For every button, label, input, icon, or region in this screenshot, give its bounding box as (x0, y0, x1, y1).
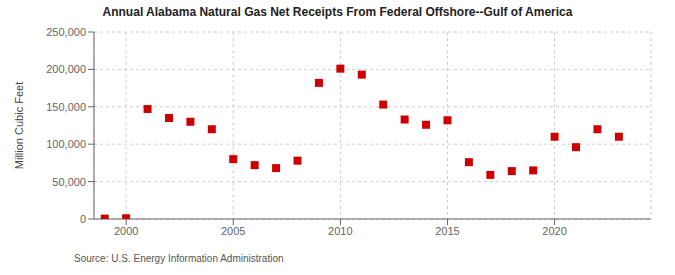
html-text:Annual Alabama Natural Gas Net: Annual Alabama Natural Gas Net Receipts … (102, 5, 573, 19)
svg-text:2020: 2020 (542, 225, 566, 237)
svg-text:2015: 2015 (435, 225, 459, 237)
svg-text:50,000: 50,000 (52, 176, 86, 188)
svg-text:250,000: 250,000 (46, 26, 86, 38)
svg-text:100,000: 100,000 (46, 138, 86, 150)
svg-text:Million Cubic Feet: Million Cubic Feet (13, 82, 25, 169)
svg-text:2000: 2000 (114, 225, 138, 237)
svg-text:2005: 2005 (221, 225, 245, 237)
svg-text:0: 0 (80, 213, 86, 225)
svg-text:200,000: 200,000 (46, 63, 86, 75)
svg-text:2010: 2010 (328, 225, 352, 237)
svg-text:150,000: 150,000 (46, 101, 86, 113)
html-text:Source: U.S. Energy Informatio: Source: U.S. Energy Information Administ… (74, 253, 284, 264)
